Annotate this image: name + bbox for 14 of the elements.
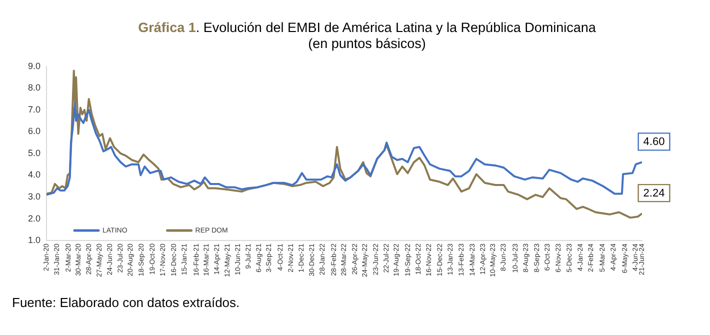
chart-subtitle: (en puntos básicos) xyxy=(307,36,427,52)
y-tick-label: 9.0 xyxy=(28,60,41,71)
y-tick-label: 8.0 xyxy=(28,82,41,93)
y-tick-label: 5.0 xyxy=(28,148,41,158)
chart-title: Gráfica 1. Evolución del EMBI de América Latina y la República Dominicana xyxy=(138,20,596,35)
source-note: Fuente: Elaborado con datos extraídos. xyxy=(12,295,240,310)
y-tick-label: 1.0 xyxy=(28,235,41,246)
y-tick-label: 4.0 xyxy=(28,170,41,180)
y-tick-label: 7.0 xyxy=(28,104,41,114)
y-tick-label: 2.0 xyxy=(28,213,41,224)
annotation: 2.24 xyxy=(643,188,665,200)
annotation: 4.60 xyxy=(643,136,665,148)
y-tick-label: 6.0 xyxy=(28,126,41,136)
y-tick-label: 3.0 xyxy=(28,191,41,202)
